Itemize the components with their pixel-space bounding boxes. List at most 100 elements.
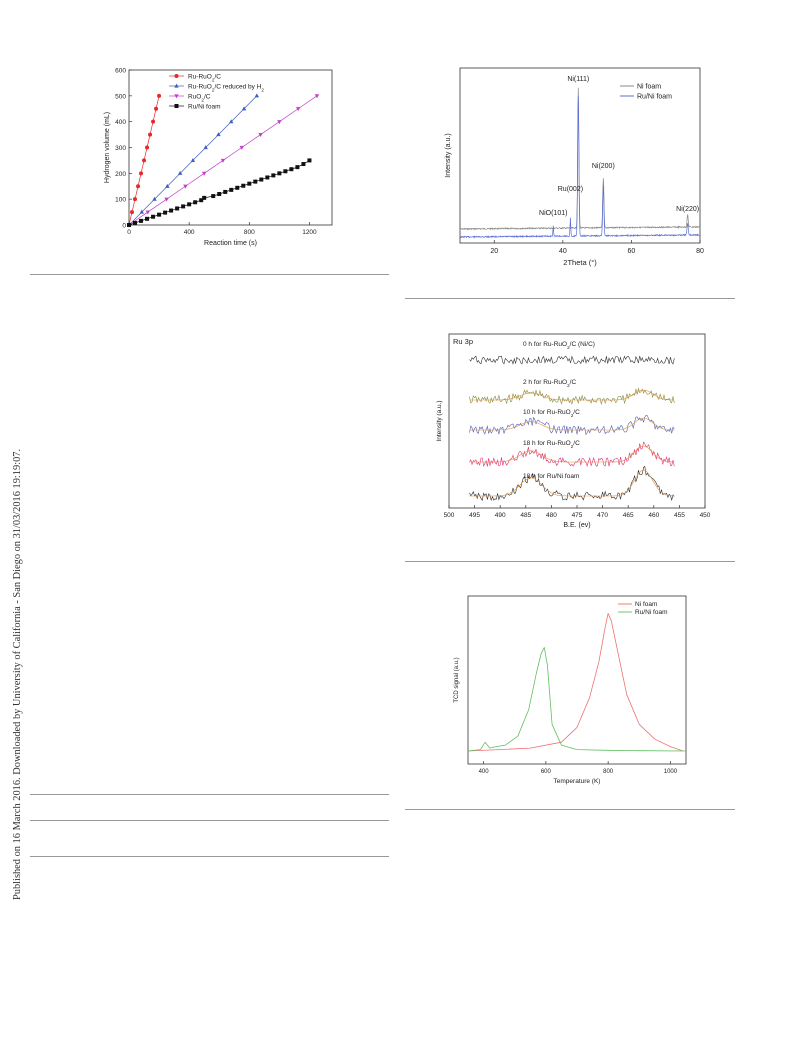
figure-divider: [30, 274, 389, 275]
data-point: [157, 93, 162, 98]
data-point: [235, 185, 240, 190]
series-line: [467, 612, 684, 752]
data-point: [127, 223, 131, 227]
legend-label: Ru/Ni foam: [635, 609, 668, 616]
y-tick-label: 100: [115, 197, 126, 204]
data-point: [229, 119, 234, 124]
data-point: [157, 212, 162, 217]
x-tick-label: 470: [597, 512, 608, 519]
y-tick-label: 600: [115, 68, 126, 75]
figure-divider: [405, 809, 735, 810]
y-tick-label: 200: [115, 171, 126, 178]
series-label: 18 h for Ru/Ni foam: [523, 473, 579, 480]
plot-frame: [467, 595, 687, 765]
figure-xps-chart: 500 495 490 485 480 475 470 465 460 455 450 B.E. (e…: [436, 333, 711, 529]
x-tick-label: 500: [444, 512, 455, 519]
data-point: [187, 202, 192, 207]
data-point: [133, 197, 138, 202]
x-tick-label: 455: [674, 512, 685, 519]
data-point: [259, 177, 264, 182]
data-point: [289, 167, 294, 172]
peak-label: Ni(200): [592, 163, 615, 170]
y-tick-label: 400: [115, 119, 126, 126]
x-tick-label: 400: [479, 769, 490, 775]
data-point: [139, 171, 144, 176]
legend-label: RuO2/C: [188, 94, 211, 103]
fit-line: [469, 417, 675, 431]
figure-divider: [405, 561, 735, 562]
series-line: [469, 465, 675, 502]
data-point: [145, 216, 150, 221]
x-axis-label: Temperature (K): [554, 778, 601, 785]
data-point: [177, 170, 183, 175]
data-point: [148, 132, 153, 137]
data-point: [145, 210, 150, 215]
data-point: [223, 189, 228, 194]
peak-label: NiO(101): [539, 210, 567, 217]
x-tick-label: 485: [520, 512, 531, 519]
data-point: [216, 132, 221, 137]
data-point: [145, 145, 150, 150]
y-axis-label: TCD signal (a.u.): [454, 657, 460, 702]
x-tick-label: 600: [541, 769, 552, 775]
x-tick-label: 800: [603, 769, 614, 775]
data-point: [193, 200, 198, 205]
data-point: [163, 210, 168, 215]
data-point: [277, 120, 282, 125]
x-tick-label: 80: [696, 248, 704, 255]
series-line: [469, 355, 675, 365]
table-bottom-rule: [30, 856, 389, 857]
y-axis-label: Hydrogen volume (mL): [104, 112, 111, 183]
data-point: [202, 195, 207, 200]
series-line: [469, 441, 675, 467]
data-point: [254, 93, 260, 98]
x-tick-label: 20: [490, 248, 498, 255]
series-label: 10 h for Ru-RuO2/C: [523, 409, 580, 418]
data-point: [151, 119, 156, 124]
x-tick-label: 400: [184, 229, 195, 236]
x-tick-label: 475: [572, 512, 583, 519]
plot-frame: [448, 333, 706, 509]
x-tick-label: 465: [623, 512, 634, 519]
data-point: [190, 158, 196, 163]
data-point: [139, 218, 144, 223]
fit-line: [469, 445, 675, 463]
x-tick-label: 1200: [302, 229, 317, 236]
series-label: 0 h for Ru-RuO2/C (Ni/C): [523, 341, 595, 350]
y-tick-label: 300: [115, 145, 126, 152]
legend-label: Ru-RuO2/C reduced by H2: [188, 84, 264, 93]
series-label: 18 h for Ru-RuO2/C: [523, 440, 580, 449]
data-point: [301, 162, 306, 167]
x-tick-label: 460: [648, 512, 659, 519]
x-tick-label: 450: [700, 512, 711, 519]
figure-xrd-chart: 20 40 60 80 2Theta (°) Intensity (a.u.) Ni(111…: [445, 67, 704, 267]
data-point: [174, 74, 179, 78]
download-notice: Published on 16 March 2016. Downloaded b…: [12, 448, 23, 900]
data-point: [151, 214, 156, 219]
legend-label: Ni foam: [635, 601, 657, 608]
data-point: [142, 158, 147, 163]
data-point: [165, 183, 170, 188]
plot-frame: [128, 69, 333, 226]
download-sidebar: Published on 16 March 2016. Downloaded b…: [0, 0, 30, 1039]
data-point: [201, 171, 207, 176]
data-point: [169, 208, 174, 213]
data-point: [203, 145, 208, 150]
x-tick-label: 480: [546, 512, 557, 519]
y-axis-label: Intensity (a.u.): [436, 400, 443, 441]
data-point: [277, 171, 282, 176]
peak-label: Ni(220): [676, 206, 699, 213]
x-axis-label: B.E. (ev): [563, 522, 590, 529]
data-point: [211, 194, 216, 199]
chart-title: Ru 3p: [453, 337, 473, 346]
figure-tpr-chart: 400 600 800 1000 Temperature (K) TCD signal (…: [454, 595, 687, 785]
data-point: [241, 106, 247, 111]
fit-line: [469, 469, 675, 497]
fit-line: [469, 389, 675, 401]
data-point: [247, 181, 252, 186]
data-point: [239, 145, 244, 150]
table-header-rule: [30, 820, 389, 821]
data-point: [220, 158, 226, 163]
series-line: [459, 87, 701, 231]
data-point: [174, 94, 179, 99]
